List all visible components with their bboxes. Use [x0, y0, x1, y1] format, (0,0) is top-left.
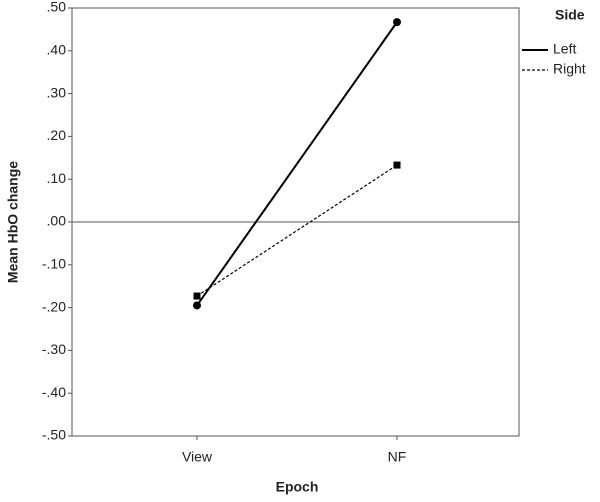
y-tick-label: .10: [47, 170, 67, 186]
x-tick-label: View: [182, 449, 213, 465]
y-tick-label: .00: [47, 213, 67, 229]
x-tick-label: NF: [388, 449, 407, 465]
y-tick-label: -.40: [42, 384, 66, 400]
marker: [393, 18, 401, 27]
y-tick-label: .20: [47, 127, 67, 143]
x-axis-label: Epoch: [276, 479, 319, 495]
y-axis-label: Mean HbO change: [5, 161, 21, 283]
y-tick-label: -.30: [42, 341, 66, 357]
series-line: [196, 164, 398, 297]
legend-label: Left: [553, 41, 576, 57]
y-tick-label: -.10: [42, 256, 66, 272]
y-tick-label: -.50: [42, 427, 66, 443]
y-tick-label: .30: [47, 84, 67, 100]
marker: [193, 301, 201, 310]
marker: [393, 161, 401, 169]
y-tick-label: .40: [47, 42, 67, 58]
legend-label: Right: [553, 61, 586, 77]
series-line: [196, 21, 398, 307]
y-tick-label: .50: [47, 0, 67, 15]
legend-title: Side: [555, 7, 585, 23]
marker: [193, 292, 201, 300]
y-tick-label: -.20: [42, 298, 66, 314]
